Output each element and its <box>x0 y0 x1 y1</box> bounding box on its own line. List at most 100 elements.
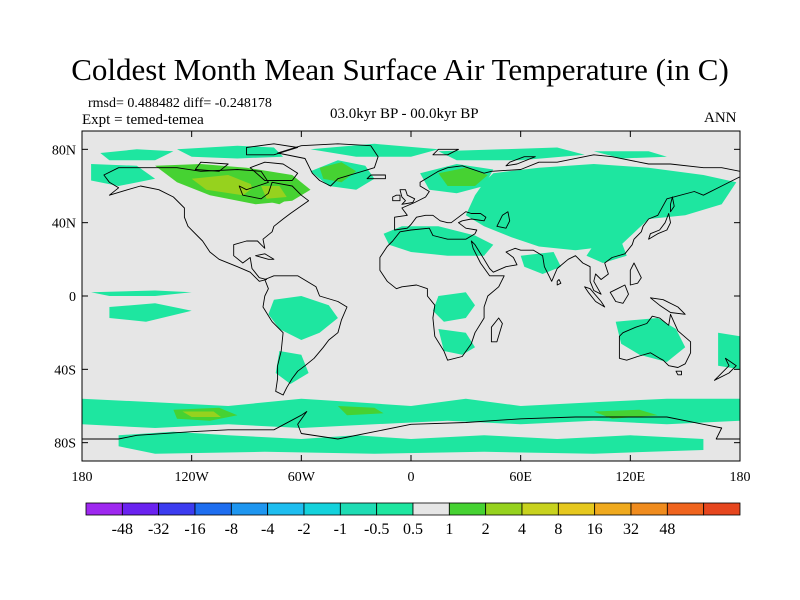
rmsd-diff-stats: rmsd= 0.488482 diff= -0.248178 <box>88 96 272 111</box>
anomaly-region-light-green <box>261 186 287 199</box>
anomaly-region-light-green <box>182 411 221 417</box>
anomaly-region-cyan <box>383 226 494 256</box>
coastline-borneo <box>609 284 629 304</box>
coastline-tasmania <box>675 370 682 376</box>
colorbar-swatch <box>448 502 487 516</box>
lon-tick-label: 120E <box>616 470 646 485</box>
anomaly-region-cyan <box>520 252 561 274</box>
anomaly-region-cyan <box>91 164 156 186</box>
anomaly-region-cyan <box>91 290 192 296</box>
anomaly-region-cyan <box>310 143 439 157</box>
colorbar-label: -16 <box>184 521 205 538</box>
lat-tick-label: 80S <box>54 437 76 452</box>
lat-tick-label: 40S <box>54 363 76 378</box>
coastline-new-guinea <box>649 297 686 315</box>
lon-tick-label: 0 <box>408 470 415 485</box>
anomaly-region-light-green <box>191 175 256 196</box>
colorbar-swatch <box>521 502 559 516</box>
anomaly-fill-layer <box>82 143 740 454</box>
colorbar-label: -32 <box>148 521 169 538</box>
coastline-sakhalin <box>670 196 675 213</box>
lat-tick-label: 40N <box>52 217 76 232</box>
colorbar: -48 -32 -16 -8 -4 -2 -1 -0.5 0.5 1 2 4 8 16 32 48 <box>85 502 741 538</box>
anomaly-region-green <box>337 406 384 416</box>
colorbar-label: -1 <box>334 521 347 538</box>
anomaly-region-green <box>319 162 357 183</box>
anomaly-region-cyan <box>82 398 740 428</box>
colorbar-label: 4 <box>518 521 526 538</box>
anomaly-region-cyan <box>268 296 338 340</box>
anomaly-region-cyan <box>438 329 475 355</box>
coastline-great-britain <box>399 189 416 205</box>
lat-tick-label: 0 <box>69 290 76 305</box>
coastline-novaya-zemlya <box>505 156 536 167</box>
coastline-svalbard <box>432 148 459 156</box>
colorbar-swatch <box>557 502 596 516</box>
anomaly-region-cyan <box>177 145 284 159</box>
anomaly-region-cyan <box>718 332 740 370</box>
anomaly-region-cyan <box>593 151 667 159</box>
anomaly-region-cyan <box>275 351 309 384</box>
colorbar-label: 16 <box>587 521 603 538</box>
anomaly-region-cyan <box>109 303 192 322</box>
coastline-north-america <box>103 167 310 282</box>
lon-tick-label: 180 <box>72 470 93 485</box>
colorbar-label: 32 <box>623 521 639 538</box>
lon-tick-label: 60E <box>509 470 532 485</box>
coastline-japan <box>648 213 671 240</box>
anomaly-region-cyan <box>118 431 704 454</box>
colorbar-swatch <box>666 502 705 516</box>
colorbar-swatch <box>194 502 232 516</box>
colorbar-swatch <box>339 502 378 516</box>
coastline-layer <box>82 143 740 461</box>
lon-tick-label: 180 <box>730 470 751 485</box>
colorbar-label: 48 <box>659 521 675 538</box>
anomaly-region-cyan <box>615 318 686 362</box>
colorbar-swatch <box>303 502 341 516</box>
colorbar-swatch <box>412 502 450 516</box>
anomaly-region-cyan <box>438 147 585 161</box>
colorbar-swatch <box>376 502 414 516</box>
coastline-madagascar <box>490 317 503 343</box>
coastline-sri-lanka <box>556 279 562 286</box>
colorbar-swatch <box>121 502 160 516</box>
anomaly-region-cyan <box>465 164 737 251</box>
colorbar-label: -2 <box>297 521 310 538</box>
lat-tick-label: 80N <box>52 143 76 158</box>
coastline-australia <box>618 313 692 368</box>
colorbar-label: -4 <box>261 521 274 538</box>
coastline-greenland <box>277 143 379 187</box>
anomaly-region-cyan <box>432 292 475 322</box>
colorbar-label: -48 <box>112 521 133 538</box>
colorbar-swatch <box>230 502 269 516</box>
anomaly-region-green <box>438 167 488 186</box>
coastline-cuba <box>255 253 275 260</box>
coastline-baffin-island <box>249 161 299 181</box>
coastline-victoria-island <box>194 161 229 172</box>
map-axes: 80N 40N 0 40S 80S 180 120W 60W 0 60E 120E 180 <box>52 131 751 485</box>
colorbar-label: 0.5 <box>403 521 423 538</box>
colorbar-swatch <box>630 502 668 516</box>
colorbar-swatch <box>703 502 741 516</box>
anomaly-region-green <box>593 409 658 419</box>
colorbar-label: 1 <box>445 521 453 538</box>
coastline-afro-eurasia <box>379 154 740 361</box>
colorbar-swatch <box>485 502 523 516</box>
colorbar-swatch <box>594 502 632 516</box>
anomaly-region-cyan <box>586 241 627 263</box>
anomaly-region-cyan <box>100 149 174 161</box>
lon-tick-label: 60W <box>288 470 316 485</box>
colorbar-label: -0.5 <box>364 521 389 538</box>
page-title: Coldest Month Mean Surface Air Temperatu… <box>71 52 729 87</box>
colorbar-swatch <box>158 502 196 516</box>
colorbar-label: 8 <box>554 521 562 538</box>
colorbar-label: 2 <box>482 521 490 538</box>
coastline-iceland <box>366 174 386 180</box>
colorbar-swatch <box>85 502 123 516</box>
coastline-philippines <box>629 262 642 286</box>
coastline-ireland <box>392 194 401 202</box>
coastline-new-zealand <box>713 357 737 381</box>
colorbar-label: -8 <box>225 521 238 538</box>
colorbar-swatch <box>267 502 305 516</box>
